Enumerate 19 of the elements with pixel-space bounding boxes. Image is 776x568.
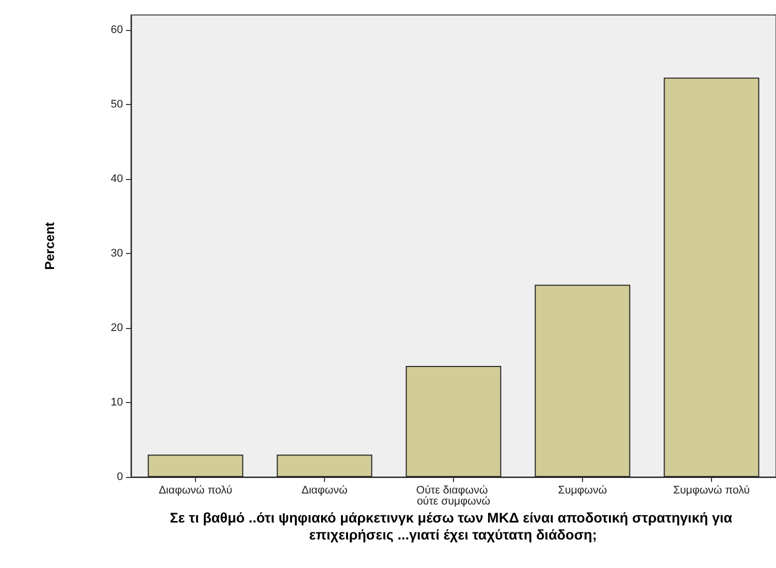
bar — [148, 454, 244, 477]
bar — [276, 454, 372, 477]
y-tick-label: 40 — [110, 172, 123, 185]
bar — [664, 78, 760, 477]
y-tick-label: 30 — [110, 247, 123, 260]
x-tick-label: Συμφωνώ πολύ — [673, 484, 750, 496]
y-tick-label: 50 — [110, 98, 123, 110]
x-tick-label: Ούτε διαφωνώ ούτε συμφωνώ — [416, 484, 491, 508]
x-tick-label: Διαφωνώ πολύ — [158, 484, 232, 496]
x-tick-label: Συμφωνώ — [558, 484, 608, 496]
bar — [406, 366, 502, 477]
x-axis-title: Σε τι βαθμό ..ότι ψηφιακό μάρκετινγκ μέσω των ΜΚΔ είναι αποδοτική στρατηγική για επιχειρήσεις ...γιατί έχει ταχύτατη διάδοση; — [170, 510, 736, 542]
y-tick-label: 20 — [110, 322, 123, 334]
bar — [534, 284, 630, 477]
y-axis-title: Percent — [42, 221, 57, 270]
y-tick-label: 10 — [110, 396, 123, 408]
y-tick-label: 0 — [116, 471, 123, 483]
x-tick-label: Διαφωνώ — [302, 484, 348, 496]
y-tick-label: 60 — [110, 24, 123, 36]
